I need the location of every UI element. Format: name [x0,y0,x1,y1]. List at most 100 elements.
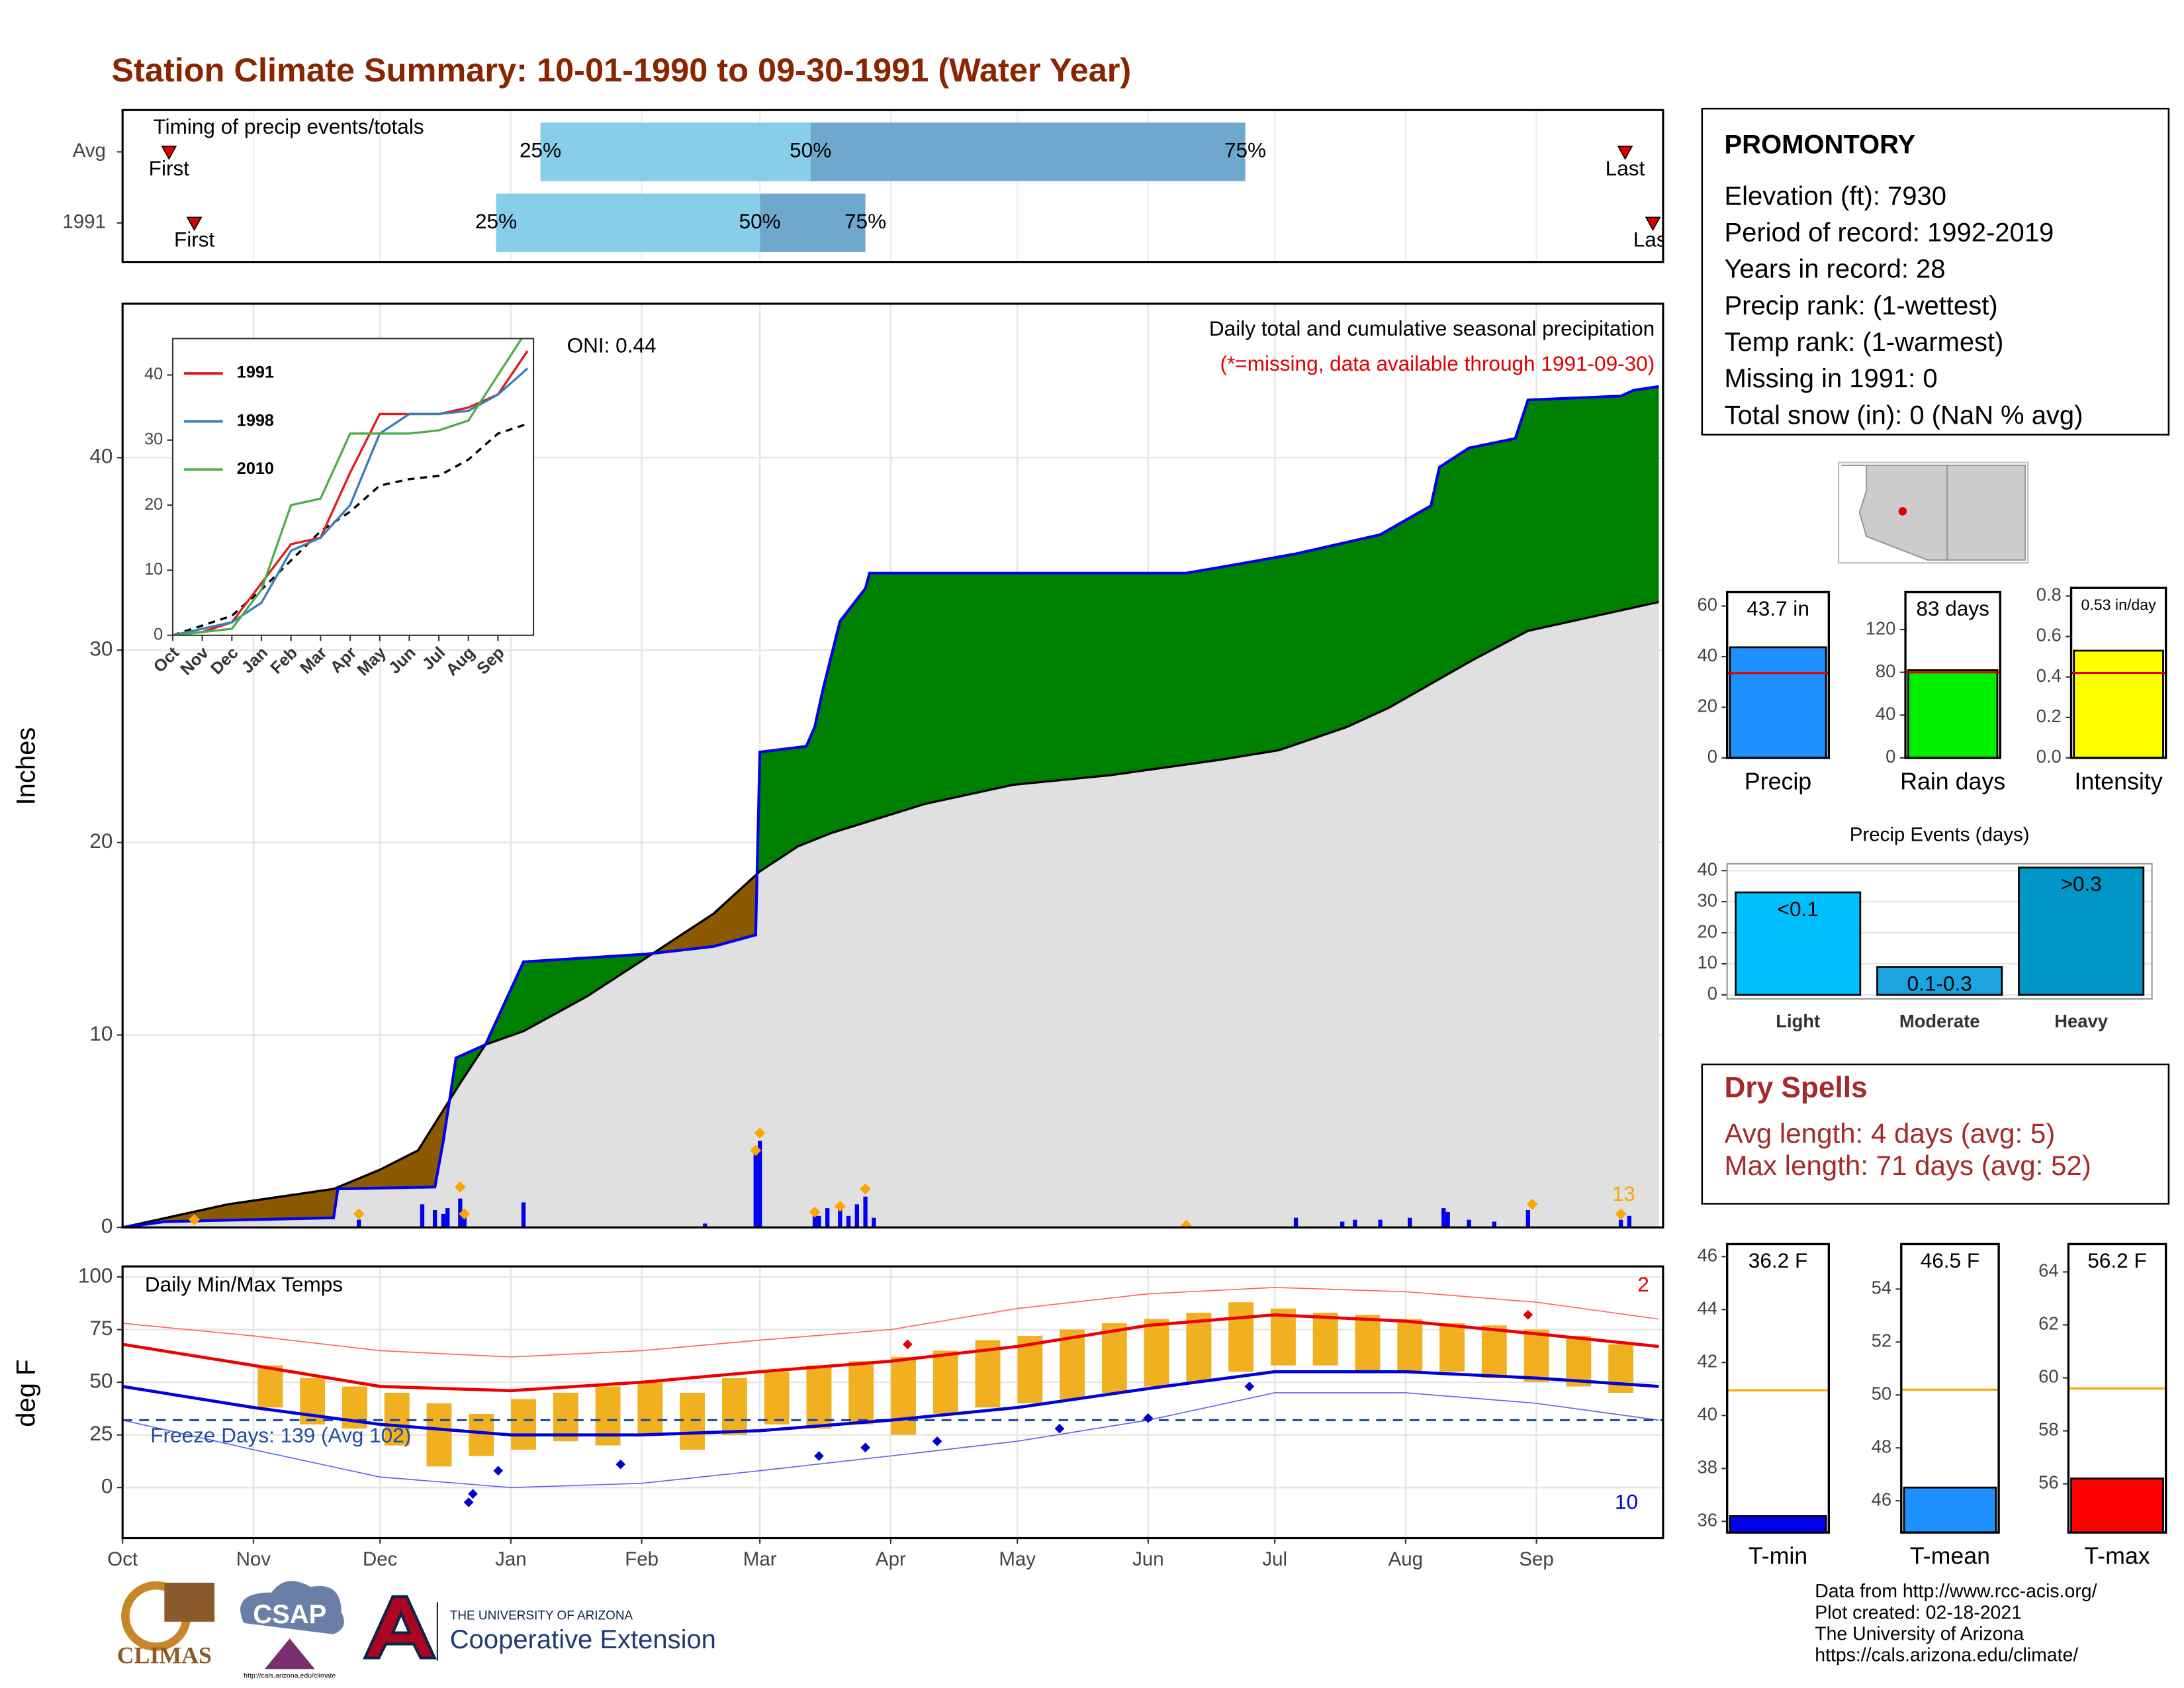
legend-label: 1998 [237,411,274,430]
daily-range [933,1350,958,1414]
y-tick-label: 40 [89,444,113,468]
daily-range [1481,1325,1507,1378]
category-label: Heavy [2054,1011,2108,1031]
bar [2073,649,2164,759]
page-title: Station Climate Summary: 10-01-1990 to 0… [111,51,1131,89]
daily-marker [353,1208,365,1220]
y-tick-label: 40 [1698,645,1717,665]
daily-range [806,1365,832,1429]
dry-spell-line: Max length: 71 days (avg: 52) [1724,1150,2091,1181]
x-tick-label: Mar [743,1548,777,1570]
daily-range [426,1403,452,1467]
station-box [1701,107,2170,436]
x-tick-label: Jan [495,1548,526,1570]
quartile-label: 75% [844,209,886,233]
marker-label: First [174,227,215,251]
daily-range [1312,1313,1338,1366]
daily-bar [758,1141,762,1228]
daily-bar [872,1217,876,1228]
daily-marker [754,1127,766,1139]
daily-range [1060,1329,1085,1399]
inset-frame [171,338,535,636]
panel-frame [1726,863,2153,1000]
y-tick-label: 0 [1886,746,1895,767]
daily-marker [1180,1219,1192,1228]
bar [1735,891,1862,996]
daily-bar [825,1208,830,1228]
daily-bar [521,1202,526,1228]
category-label: Precip [1745,768,1811,794]
surplus-group [122,386,1659,1228]
panel-frame [1726,590,1831,759]
series-line [172,367,529,635]
inset-bg [172,338,534,635]
legend-label: 2010 [237,459,274,478]
dry-spells-box [1701,1063,2170,1205]
footer-line: Data from http://www.rcc-acis.org/ [1815,1581,2097,1602]
y-tick-label: 10 [1698,952,1717,972]
panel-title: Daily total and cumulative seasonal prec… [1209,316,1655,340]
daily-bar [703,1223,707,1228]
quartile-label: 25% [520,138,561,162]
y-axis-label: deg F [12,1360,41,1427]
x-tick-label: May [999,1548,1036,1570]
bar [1903,1486,1997,1534]
y-tick-label: 60 [1698,594,1717,615]
freeze-annotation: Freeze Days: 139 (Avg 102) [150,1423,411,1447]
y-tick-label: 25 [89,1421,113,1445]
daily-range [1186,1313,1212,1383]
bar-label: 0.1-0.3 [1907,971,1972,995]
y-tick-label: 54 [1872,1278,1891,1298]
daily-bar [1618,1219,1623,1228]
y-tick-label: 40 [1876,704,1895,724]
panel-frame [1900,1243,2000,1534]
normal-min-line [122,1370,1659,1436]
daily-bar [441,1213,446,1228]
daily-range [595,1386,621,1446]
y-tick-label: 75 [89,1316,113,1340]
daily-bar [420,1204,425,1228]
record-low-count: 10 [1615,1489,1638,1513]
daily-range [1228,1302,1254,1372]
panel-frame [121,1265,1664,1540]
station-name: PROMONTORY [1724,130,1915,160]
daily-range [764,1372,790,1425]
daily-marker [860,1183,872,1195]
category-label: Light [1776,1011,1820,1031]
legend-label: 1991 [237,363,274,382]
category-label: Rain days [1900,768,2005,794]
daily-range [1270,1308,1296,1366]
dry-spells-lines: Avg length: 4 days (avg: 5)Max length: 7… [1724,1117,2091,1180]
station-line: Missing in 1991: 0 [1724,364,1937,393]
daily-bar [1627,1215,1632,1228]
daily-range [891,1356,916,1435]
event-marker [186,216,203,232]
station-line: Total snow (in): 0 (NaN % avg) [1724,400,2083,430]
bar [2018,867,2145,996]
y-tick-label: 0.2 [2036,706,2062,726]
daily-range [1397,1319,1423,1372]
x-tick-label: Jun [1132,1548,1163,1570]
x-tick-label: Apr [876,1548,906,1570]
y-tick-label: 64 [2038,1260,2058,1281]
value-label: 83 days [1916,596,1989,620]
y-tick-label: 0.4 [2036,665,2062,686]
dry-spell-line: Avg length: 4 days (avg: 5) [1724,1117,2055,1149]
quartile-bar [810,122,1246,181]
daily-bar [445,1208,450,1228]
daily-bar [462,1211,467,1228]
value-label: 56.2 F [2087,1248,2146,1272]
average-line [122,600,1659,1228]
series-line [172,338,523,635]
y-tick-label: 0 [1707,746,1717,767]
panel-frame [2067,1243,2167,1534]
record-day [615,1459,626,1470]
quartile-bar [496,193,760,252]
climas-logo: CLIMAS [117,1642,212,1669]
daily-range [1355,1315,1381,1372]
y-tick-label: 0.6 [2036,625,2062,645]
panel-frame [2070,586,2167,759]
x-tick-label: Feb [625,1548,659,1570]
marker-label: First [149,156,190,180]
